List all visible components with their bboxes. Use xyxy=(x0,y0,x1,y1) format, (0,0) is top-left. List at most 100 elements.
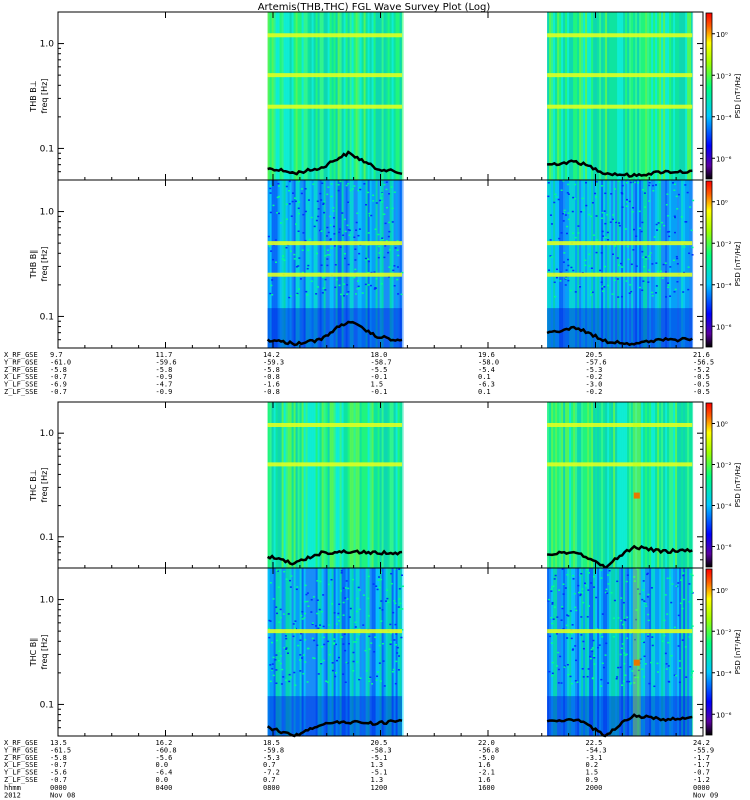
spectrogram-speck xyxy=(639,658,642,660)
spectrogram-column xyxy=(645,568,648,736)
spectrogram-column xyxy=(681,180,684,348)
spectrogram-column xyxy=(645,180,648,348)
spectrogram-column xyxy=(671,12,674,180)
spectrogram-speck xyxy=(383,256,386,259)
spectrogram-speck xyxy=(288,203,291,205)
spectrogram-speck xyxy=(373,271,376,273)
spectrogram-speck xyxy=(651,644,654,647)
spectrogram-speck xyxy=(652,190,655,192)
spectrogram-speck xyxy=(367,615,370,617)
spectrogram-column xyxy=(557,180,560,348)
spectrogram-speck xyxy=(547,182,550,184)
spectrogram-speck xyxy=(616,676,619,678)
spectrogram-speck xyxy=(557,682,560,684)
spectrogram-column xyxy=(289,12,292,180)
colorbar-bar xyxy=(705,402,713,568)
spectrogram-column xyxy=(633,568,636,736)
spectrogram-column xyxy=(549,180,552,348)
spectrogram-column xyxy=(635,180,638,348)
spectrogram-speck xyxy=(356,280,359,282)
spectrogram-speck xyxy=(355,229,358,231)
spectrogram-speck xyxy=(297,644,300,647)
spectrogram-speck xyxy=(681,607,684,610)
spectrogram-speck xyxy=(550,588,553,590)
ephemeris-thb-ephem: X_RF_GSE 9.7 11.7 14.2 18.0 19.6 20.5 21.6Y_RF_… xyxy=(4,351,714,396)
ephemeris-value: 21.6 xyxy=(693,351,710,359)
spectrogram-speck xyxy=(326,249,329,251)
spectrogram-column xyxy=(623,568,626,736)
spectrogram-speck xyxy=(332,210,335,212)
spectrogram-column xyxy=(657,402,660,568)
spectrogram-speck xyxy=(619,653,622,656)
spectrogram-column xyxy=(339,402,342,568)
spectrogram-column xyxy=(391,180,394,348)
spectrogram-speck xyxy=(607,682,610,684)
spectrogram-column xyxy=(311,180,314,348)
spectrogram-speck xyxy=(310,599,313,601)
colorbar-bar xyxy=(705,568,713,736)
spectrogram-column xyxy=(675,568,678,736)
spectrogram-column xyxy=(625,568,628,736)
spectrogram-column xyxy=(577,180,580,348)
ephemeris-value: -56.8 xyxy=(478,746,499,754)
spectrogram-speck xyxy=(324,289,327,291)
spectrogram-speck xyxy=(613,617,616,619)
spectrogram-column xyxy=(577,568,580,736)
spectrogram-speck xyxy=(302,673,305,675)
emission-line xyxy=(267,33,402,38)
spectrogram-column xyxy=(283,12,286,180)
spectrogram-speck xyxy=(321,292,324,294)
ephemeris-value: -61.5 xyxy=(50,746,71,754)
spectrogram-speck xyxy=(564,587,567,589)
spectrogram-speck xyxy=(396,240,399,242)
spectrogram-speck xyxy=(281,258,284,260)
spectrogram-column xyxy=(673,568,676,736)
spectrogram-speck xyxy=(347,291,350,293)
spectrogram-speck xyxy=(642,256,645,259)
spectrogram-speck xyxy=(579,593,582,596)
spectrogram-speck xyxy=(342,587,345,589)
spectrogram-column xyxy=(393,402,396,568)
spectrogram-speck xyxy=(627,258,630,261)
spectrogram-column xyxy=(275,12,278,180)
spectrogram-speck xyxy=(344,597,347,599)
spectrogram-speck xyxy=(626,616,629,619)
spectrogram-speck xyxy=(269,211,272,214)
spectrogram-column xyxy=(559,12,562,180)
spectrogram-speck xyxy=(665,271,668,273)
spectrogram-speck xyxy=(292,635,295,638)
spectrogram-column xyxy=(609,402,612,568)
spectrogram-speck xyxy=(572,232,575,235)
spectrogram-speck xyxy=(620,597,623,599)
spectrogram-column xyxy=(671,402,674,568)
spectrogram-column xyxy=(591,12,594,180)
spectrogram-speck xyxy=(355,221,358,224)
spectrogram-column xyxy=(597,568,600,736)
spectrogram-speck xyxy=(310,611,313,613)
spectrogram-column xyxy=(351,180,354,348)
spectrogram-speck xyxy=(598,644,601,646)
spectrogram-speck xyxy=(347,229,350,231)
spectrogram-speck xyxy=(306,600,309,603)
spectrogram-speck xyxy=(376,588,379,591)
emission-line xyxy=(547,422,693,427)
spectrogram-speck xyxy=(376,675,379,678)
spectrogram-speck xyxy=(582,640,585,643)
spectrogram-column xyxy=(689,402,692,568)
spectrogram-speck xyxy=(604,222,607,225)
spectrogram-speck xyxy=(298,180,301,182)
spectrogram-speck xyxy=(620,619,623,622)
spectrogram-column xyxy=(559,402,562,568)
spectrogram-speck xyxy=(358,187,361,189)
spectrogram-column xyxy=(305,568,308,736)
spectrogram-speck xyxy=(337,616,340,618)
spectrogram-speck xyxy=(691,625,694,627)
spectrogram-column xyxy=(599,180,602,348)
spectrogram-column xyxy=(613,568,616,736)
spectrogram-speck xyxy=(580,616,583,618)
spectrogram-speck xyxy=(571,210,574,213)
spectrogram-speck xyxy=(605,588,608,591)
spectrogram-speck xyxy=(613,599,616,602)
spectrogram-speck xyxy=(370,642,373,644)
spectrogram-speck xyxy=(563,209,566,212)
